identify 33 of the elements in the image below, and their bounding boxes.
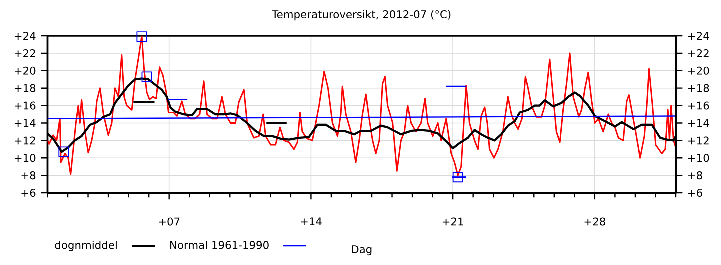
y2-tick-label: +18 [688, 84, 710, 92]
point [142, 72, 152, 82]
chart-title: Temperaturoversikt, 2012-07 (°C) [272, 10, 451, 21]
line-series [48, 36, 676, 176]
y2-tick-label: +10 [688, 154, 710, 162]
y2-tick-label: +6 [688, 188, 702, 198]
x-tick-label: +14 [301, 218, 322, 226]
point [136, 32, 148, 42]
y-tick-label: +8 [22, 172, 36, 180]
y-tick-label: +18 [14, 84, 36, 92]
x-tick-label: +21 [442, 218, 464, 226]
y-tick-label: +10 [14, 154, 36, 162]
point [58, 146, 70, 158]
y2-tick-label: +12 [688, 136, 709, 145]
y2-tick-label: +14 [688, 119, 710, 128]
legend-label: dognmiddel [55, 241, 117, 252]
y-tick-label: +16 [14, 102, 36, 110]
y-tick-label: +20 [14, 66, 36, 75]
x-tick-label: +07 [159, 218, 180, 226]
y2-tick-label: +24 [688, 32, 710, 40]
y-tick-label: +24 [14, 32, 36, 40]
y2-tick-label: +20 [688, 66, 710, 75]
y-tick-label: +14 [14, 119, 36, 128]
y-tick-label: +12 [14, 136, 36, 145]
x-axis-title: Dag [352, 246, 372, 256]
y-tick-label: +22 [14, 49, 36, 58]
y-tick-label: +6 [22, 188, 36, 198]
point [452, 172, 464, 183]
legend-label: Normal 1961-1990 [170, 241, 269, 250]
x-tick-label: +28 [584, 218, 606, 226]
y2-tick-label: +22 [688, 49, 709, 58]
y2-tick-label: +16 [688, 102, 710, 110]
y2-tick-label: +8 [688, 172, 702, 180]
